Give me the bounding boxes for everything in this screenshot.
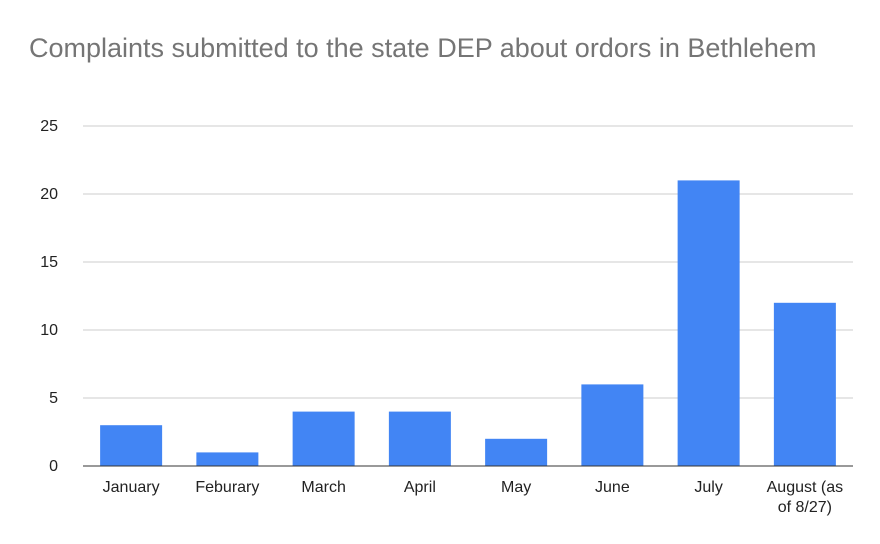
bar xyxy=(196,452,259,466)
bar xyxy=(388,411,451,466)
x-tick-label: August (as of 8/27) xyxy=(767,479,843,516)
bar xyxy=(292,411,355,466)
y-tick-label: 25 xyxy=(40,118,58,135)
x-tick-label: June xyxy=(595,479,630,496)
x-tick-label-line: April xyxy=(404,479,436,496)
x-tick-label-line: August (as xyxy=(767,479,843,496)
x-tick-label-line: March xyxy=(301,479,345,496)
bar xyxy=(677,180,740,466)
chart-title: Complaints submitted to the state DEP ab… xyxy=(29,33,817,63)
x-tick-label-line: Feburary xyxy=(195,479,259,496)
y-tick-label: 10 xyxy=(40,322,58,339)
y-tick-label: 5 xyxy=(49,390,58,407)
x-tick-label: Feburary xyxy=(195,479,259,496)
x-tick-label: July xyxy=(694,479,722,496)
y-tick-label: 0 xyxy=(49,458,58,475)
x-tick-label: March xyxy=(301,479,345,496)
x-tick-label-line: June xyxy=(595,479,630,496)
bar xyxy=(581,384,644,466)
bar xyxy=(100,425,163,466)
x-tick-label: April xyxy=(404,479,436,496)
x-tick-label: January xyxy=(103,479,160,496)
x-tick-label-line: of 8/27) xyxy=(778,499,832,516)
x-tick-label-line: July xyxy=(694,479,722,496)
x-tick-label-line: May xyxy=(501,479,531,496)
x-tick-label-line: January xyxy=(103,479,160,496)
bar xyxy=(485,438,548,466)
y-tick-label: 15 xyxy=(40,254,58,271)
x-tick-label: May xyxy=(501,479,531,496)
y-tick-label: 20 xyxy=(40,186,58,203)
bar xyxy=(773,302,836,466)
